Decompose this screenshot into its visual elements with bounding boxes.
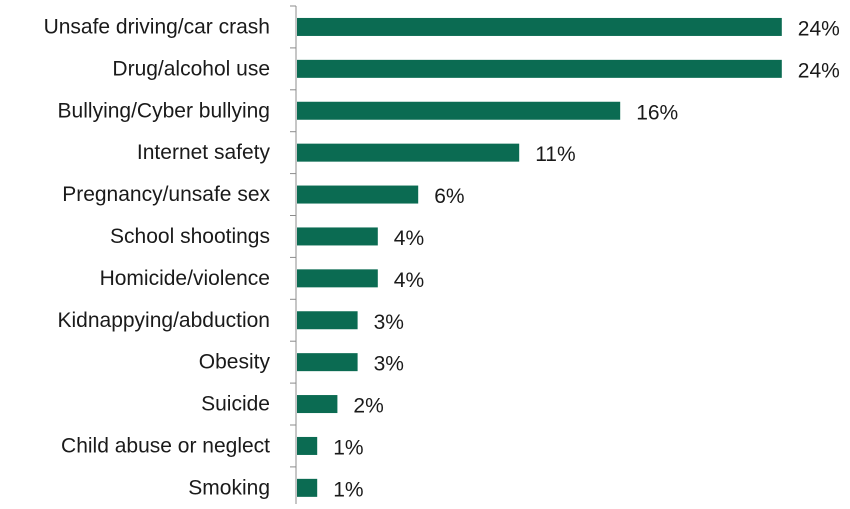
data-label: 4% bbox=[394, 227, 424, 250]
bar bbox=[297, 143, 520, 162]
category-label: Kidnappying/abduction bbox=[57, 309, 270, 332]
data-label: 1% bbox=[333, 436, 363, 459]
category-label: Drug/alcohol use bbox=[112, 57, 270, 80]
bar bbox=[297, 59, 782, 78]
category-labels-layer: Unsafe driving/car crash Drug/alcohol use… bbox=[44, 15, 271, 499]
bar bbox=[297, 101, 621, 120]
category-label: Homicide/violence bbox=[100, 267, 270, 290]
bar bbox=[297, 353, 358, 372]
axis-layer bbox=[290, 5, 297, 509]
category-label: Pregnancy/unsafe sex bbox=[62, 183, 270, 206]
data-label: 1% bbox=[333, 478, 363, 501]
data-label: 2% bbox=[353, 395, 383, 418]
bars-layer bbox=[297, 17, 782, 497]
data-label: 24% bbox=[798, 59, 840, 82]
data-label: 3% bbox=[374, 353, 404, 376]
bar bbox=[297, 227, 378, 246]
data-label: 24% bbox=[798, 17, 840, 40]
bar bbox=[297, 185, 419, 204]
category-label: Smoking bbox=[188, 476, 270, 499]
bar bbox=[297, 478, 318, 497]
data-label: 6% bbox=[434, 185, 464, 208]
category-label: Suicide bbox=[201, 393, 270, 416]
category-label: School shootings bbox=[110, 225, 270, 248]
bar bbox=[297, 311, 358, 330]
category-label: Bullying/Cyber bullying bbox=[58, 99, 270, 122]
category-label: Child abuse or neglect bbox=[61, 434, 270, 457]
category-label: Internet safety bbox=[137, 141, 271, 164]
category-label: Obesity bbox=[199, 351, 271, 374]
bar bbox=[297, 17, 782, 36]
bar bbox=[297, 395, 338, 414]
bar bbox=[297, 269, 378, 288]
value-labels-layer: 24% 24% 16% 11% 6% 4% 4% 3% 3% 2% 1% 1% bbox=[333, 17, 840, 501]
data-label: 16% bbox=[636, 101, 678, 124]
data-label: 11% bbox=[535, 143, 575, 166]
category-label: Unsafe driving/car crash bbox=[44, 15, 270, 38]
bar bbox=[297, 436, 318, 455]
data-label: 3% bbox=[374, 311, 404, 334]
data-label: 4% bbox=[394, 269, 424, 292]
